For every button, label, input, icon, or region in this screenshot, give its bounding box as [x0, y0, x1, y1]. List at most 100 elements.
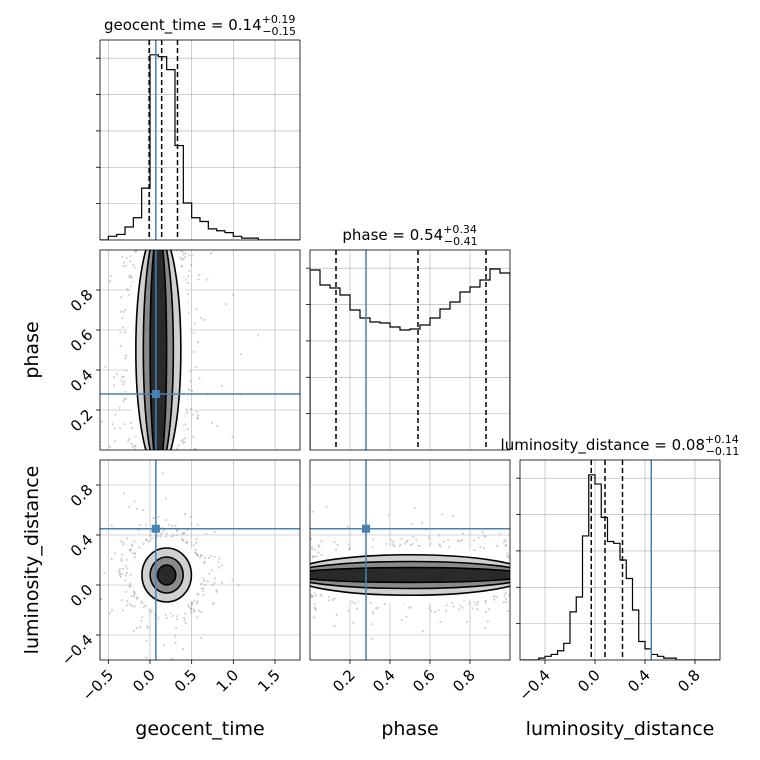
sample-point — [133, 500, 136, 503]
sample-point — [114, 439, 117, 443]
sample-point — [200, 317, 203, 320]
sample-point — [347, 609, 350, 612]
sample-point — [177, 444, 181, 447]
sample-point — [145, 656, 148, 659]
sample-point — [312, 595, 315, 598]
sample-point — [213, 581, 216, 584]
sample-point — [353, 602, 357, 605]
sample-point — [100, 598, 103, 601]
sample-point — [203, 560, 206, 563]
sample-point — [471, 607, 474, 610]
sample-point — [132, 263, 135, 267]
sample-point — [503, 594, 506, 597]
sample-point — [121, 609, 125, 612]
sample-point — [148, 609, 151, 612]
sample-point — [495, 544, 499, 548]
sample-point — [195, 538, 198, 541]
sample-point — [437, 608, 440, 612]
sample-point — [505, 543, 508, 547]
sample-point — [200, 554, 203, 557]
sample-point — [149, 534, 152, 537]
sample-point — [190, 607, 193, 610]
hist-phase-frame — [309, 249, 511, 451]
sample-point — [220, 384, 223, 387]
x-axis-label-geocent_time: geocent_time — [135, 718, 264, 740]
sample-point — [192, 331, 195, 334]
sample-point — [186, 540, 189, 543]
sample-point — [126, 567, 129, 570]
sample-point — [172, 692, 174, 694]
sample-point — [506, 610, 509, 613]
sample-point — [202, 577, 205, 580]
sample-point — [124, 590, 128, 593]
sample-point — [483, 534, 486, 537]
sample-point — [372, 612, 375, 615]
sample-point — [196, 341, 200, 344]
sample-point — [186, 411, 189, 414]
x-phase-tick-label: 0.4 — [369, 666, 399, 696]
sample-point — [119, 344, 122, 347]
sample-point — [133, 445, 137, 448]
sample-point — [257, 334, 260, 337]
sample-point — [174, 524, 177, 527]
sample-point — [387, 514, 390, 517]
x-axis-label-phase: phase — [381, 718, 438, 740]
sample-point — [221, 581, 224, 584]
sample-point — [125, 256, 128, 260]
sample-point — [487, 608, 491, 611]
title-plus: +0.19 — [262, 13, 296, 26]
sample-point — [186, 282, 189, 285]
sample-point — [130, 275, 133, 279]
sample-point — [160, 532, 163, 535]
sample-point — [441, 513, 444, 516]
title-value: geocent_time = 0.14 — [104, 16, 262, 35]
sample-point — [444, 609, 448, 612]
x-axis-label-luminosity_distance: luminosity_distance — [526, 718, 715, 740]
sample-point — [325, 505, 328, 508]
sample-point — [196, 616, 199, 619]
sample-point — [502, 601, 505, 604]
sample-point — [448, 545, 451, 548]
sample-point — [124, 397, 128, 400]
hist-geocent_time-plot-area — [100, 40, 300, 240]
title-plus: +0.14 — [705, 433, 739, 446]
sample-point — [409, 606, 413, 609]
x-luminosity_distance-tick-label: 0.0 — [574, 666, 604, 696]
sample-point — [392, 540, 395, 543]
sample-point — [121, 316, 124, 319]
sample-point — [145, 538, 148, 541]
sample-point — [129, 573, 132, 577]
hist-luminosity_distance-plot-area — [520, 460, 720, 660]
sample-point — [217, 560, 220, 563]
sample-point — [211, 583, 214, 586]
x-geocent_time-tick-label: 0.5 — [171, 666, 201, 696]
sample-point — [191, 413, 195, 416]
sample-point — [205, 532, 208, 536]
sample-point — [118, 571, 121, 574]
sample-point — [133, 448, 137, 450]
sample-point — [184, 612, 187, 615]
sample-point — [172, 534, 175, 537]
sample-point — [206, 278, 209, 281]
sample-point — [315, 555, 318, 558]
sample-point — [203, 561, 206, 565]
sample-point — [133, 540, 136, 543]
sample-point — [181, 538, 184, 541]
sample-point — [126, 288, 130, 292]
sample-point — [128, 585, 131, 589]
sample-point — [183, 616, 186, 620]
sample-point — [314, 608, 317, 611]
sample-point — [371, 610, 374, 613]
sample-point — [231, 435, 234, 438]
sample-point — [132, 590, 136, 593]
scatter-phase-luminosity_distance — [310, 460, 510, 660]
sample-point — [175, 626, 178, 630]
sample-point — [134, 250, 137, 252]
sample-point — [192, 608, 195, 611]
sample-point — [333, 625, 336, 628]
sample-point — [124, 308, 127, 311]
sample-point — [507, 554, 510, 558]
y-axis-label-phase: phase — [21, 321, 43, 378]
sample-point — [168, 523, 171, 526]
sample-point — [328, 599, 331, 602]
